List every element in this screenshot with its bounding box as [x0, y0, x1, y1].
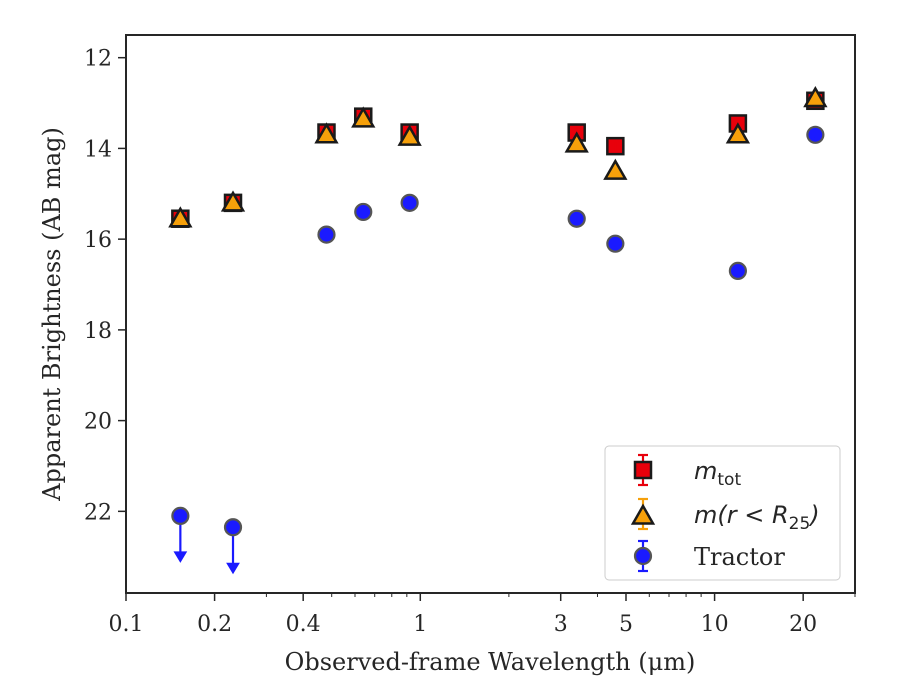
data-point-triangle: [803, 85, 828, 108]
y-tick-label: 14: [84, 137, 112, 162]
x-tick-label: 10: [701, 612, 729, 637]
y-tick-label: 12: [84, 47, 112, 72]
data-point-square: [606, 136, 625, 156]
data-point-circle: [400, 193, 419, 212]
data-point-triangle: [397, 124, 422, 146]
data-point-triangle: [564, 131, 589, 153]
data-point-triangle: [725, 122, 751, 144]
legend-item: m(r < R25): [630, 497, 820, 534]
data-point-triangle: [220, 190, 246, 212]
data-point-circle: [354, 202, 373, 222]
y-tick-label: 18: [84, 319, 112, 344]
legend-label: Tractor: [694, 543, 785, 571]
x-tick-label: 0.2: [197, 612, 232, 637]
data-point-circle: [728, 261, 747, 281]
data-point-triangle: [351, 106, 376, 128]
axis-ticks: 0.1 0.2 0.4 1 3 5 10 20 12 14 16 18 20 22: [84, 47, 856, 637]
data-point-circle: [317, 225, 336, 244]
y-tick-label: 16: [84, 228, 112, 253]
x-tick-label: 3: [554, 612, 568, 637]
legend-box: [604, 445, 841, 581]
data-point-circle: [606, 234, 625, 253]
data-point-circle: [806, 125, 825, 144]
legend-item: mtot: [633, 453, 741, 490]
legend-label: mtot: [694, 457, 741, 490]
x-axis-label: Observed-frame Wavelength (μm): [285, 648, 696, 676]
data-point-triangle: [314, 122, 339, 144]
y-tick-label: 22: [84, 500, 112, 525]
legend-item: Tractor: [633, 539, 785, 573]
legend-label: m(r < R25): [694, 501, 820, 534]
x-tick-label: 0.4: [286, 612, 321, 637]
y-axis-label: Apparent Brightness (AB mag): [38, 127, 66, 502]
y-tick-label: 20: [84, 410, 112, 435]
data-point-circle: [567, 209, 586, 228]
data-point-circle-arrow: [171, 506, 190, 563]
x-tick-label: 1: [413, 612, 427, 637]
data-point-triangle: [603, 158, 628, 180]
x-tick-label: 20: [789, 612, 817, 637]
plot-frame: [125, 34, 856, 594]
data-point-triangle: [168, 206, 193, 228]
x-tick-label: 5: [619, 612, 633, 637]
data-point-circle-arrow: [223, 518, 243, 575]
chart-marks: [168, 85, 828, 575]
legend: mtot m(r < R25) Tractor: [604, 445, 841, 581]
x-tick-label: 0.1: [109, 612, 144, 637]
